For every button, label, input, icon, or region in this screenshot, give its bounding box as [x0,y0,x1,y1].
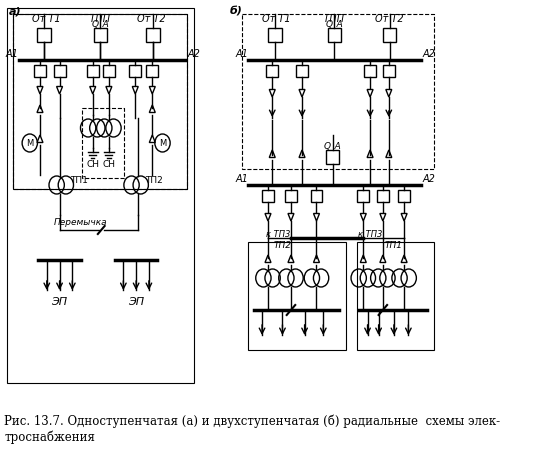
Text: От Т1: От Т1 [32,14,61,24]
Text: Перемычка: Перемычка [54,218,108,227]
Text: СН: СН [86,160,99,169]
Text: A2: A2 [423,174,436,184]
Text: От Т2: От Т2 [137,14,166,24]
Bar [146,28,160,42]
Text: A1: A1 [235,49,248,59]
Bar [103,65,115,77]
Bar [357,190,370,202]
Text: A1: A1 [6,49,19,59]
Text: Q_A: Q_A [324,141,341,150]
Bar [146,65,159,77]
Bar [268,28,282,42]
Text: От Т2: От Т2 [375,14,404,24]
Bar [383,65,395,77]
Text: Q_A: Q_A [91,19,109,28]
Text: A1: A1 [235,174,248,184]
Text: Q_A: Q_A [326,19,343,28]
Text: ТП1: ТП1 [70,176,88,185]
Bar [357,242,434,350]
Bar [87,65,98,77]
Text: к ТП3: к ТП3 [266,230,291,239]
Bar [129,65,141,77]
Text: A2: A2 [423,49,436,59]
Bar [54,65,65,77]
Bar [262,190,274,202]
Bar [94,28,107,42]
Text: От Т1: От Т1 [262,14,291,24]
Bar [285,190,297,202]
Text: A2: A2 [187,49,200,59]
Text: ТП2: ТП2 [144,176,162,185]
Bar [364,65,376,77]
Bar [37,28,51,42]
Bar [242,14,434,169]
Text: СН: СН [102,160,115,169]
Bar [326,150,339,164]
Bar [248,242,346,350]
Bar [296,65,308,77]
Text: М: М [26,139,34,147]
Text: ТП2: ТП2 [274,241,292,250]
Text: ЭП: ЭП [128,297,144,307]
Text: ГПП: ГПП [324,14,345,24]
Text: а): а) [9,6,21,16]
Text: Рис. 13.7. Одноступенчатая (а) и двухступенчатая (б) радиальные  схемы элек-
тро: Рис. 13.7. Одноступенчатая (а) и двухсту… [4,415,500,444]
Bar [311,190,322,202]
Text: ЭП: ЭП [51,297,68,307]
Text: к ТП3: к ТП3 [358,230,382,239]
Text: М: М [159,139,166,147]
Bar [13,14,187,189]
Text: ГПП: ГПП [90,14,110,24]
Bar [34,65,46,77]
Bar [266,65,278,77]
Text: ТП1: ТП1 [385,241,403,250]
Bar [377,190,389,202]
Bar [383,28,397,42]
Bar [7,8,194,383]
Bar [327,28,341,42]
Bar [398,190,410,202]
Text: б): б) [230,6,242,16]
Bar [82,108,124,178]
